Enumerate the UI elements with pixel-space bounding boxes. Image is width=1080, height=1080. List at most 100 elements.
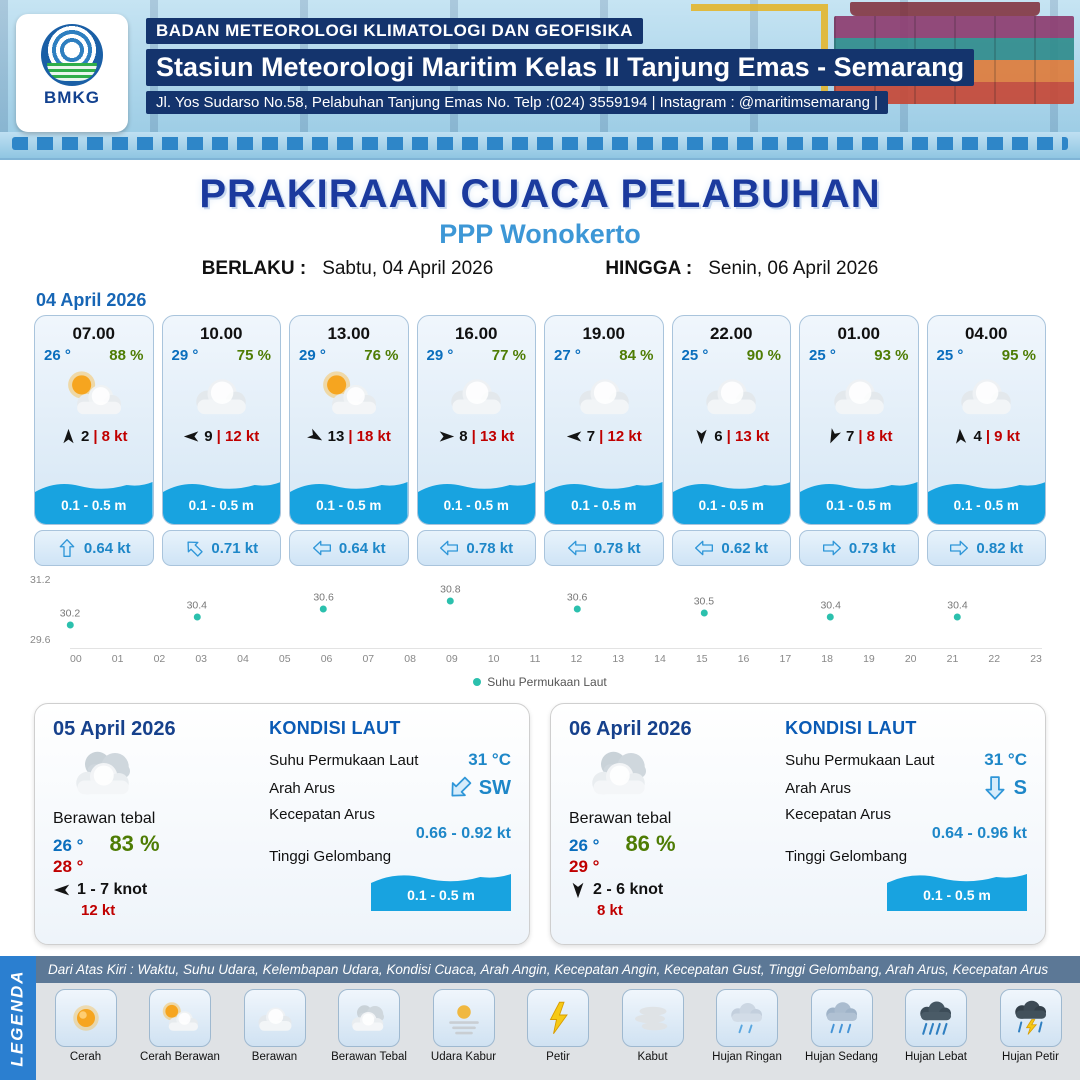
wind-speed: 4 [973,428,982,445]
hourly-forecast-card: 07.00 26 ° 88 % 2 | 8 kt 0.1 - 0.5 m 0.6… [34,315,154,566]
wave-height-value: 0.1 - 0.5 m [316,498,382,513]
x-axis-tick: 12 [570,653,583,665]
wave-shape [800,482,918,524]
valid-from-label: BERLAKU : [201,258,307,279]
x-axis-tick: 03 [195,653,208,665]
y-axis-min-label: 29.6 [30,634,51,646]
current-direction-icon [949,538,969,558]
x-axis: 00 01 02 03 04 05 06 07 08 09 10 11 12 1… [70,648,1042,665]
legend-item: Hujan Ringan [702,989,792,1063]
wave-height-band: 0.1 - 0.5 m [927,474,1045,524]
current-box: 0.71 kt [161,530,281,566]
legend-weather-icon [905,989,967,1047]
wind-speed: 9 [204,428,213,445]
chart-dot-icon [953,613,961,621]
wave-height-value: 0.1 - 0.5 m [407,887,475,903]
wind-direction-icon [60,428,77,445]
weather-icon [163,364,281,426]
daily-section: 05 April 2026 Berawan tebal 26 ° 83 % 28… [34,703,1046,945]
wind-direction-icon [183,428,200,445]
x-axis-tick: 06 [320,653,333,665]
current-speed-label: Kecepatan Arus [785,806,892,823]
humidity-value: 88 % [109,347,144,364]
wave-height-value: 0.1 - 0.5 m [571,498,637,513]
weather-icon [569,741,775,808]
legend-weather-icon [621,989,684,1047]
wave-height-value: 0.1 - 0.5 m [61,498,127,513]
air-temperature: 29 ° [171,347,199,364]
wind-speed: 2 [80,428,90,445]
sst-chart: 31.2 29.6 30.2 30.4 30.6 30.8 30.6 30.5 30.4 30… [30,574,1050,689]
gust-speed: | 18 kt [348,428,391,445]
gust-speed: | 13 kt [726,428,770,445]
gust-speed: | 12 kt [216,428,260,445]
legend-icon-list: Cerah Cerah Berawan Berawan Berawan Teba… [36,983,1080,1080]
air-temperature: 25 ° [936,347,964,364]
legend-item: Petir [513,989,603,1063]
legend-description: Dari Atas Kiri : Waktu, Suhu Udara, Kele… [36,956,1080,983]
x-axis-tick: 04 [237,653,249,665]
chart-data-point: 30.4 [187,600,207,621]
legend-item-label: Hujan Ringan [712,1051,782,1063]
legend-weather-icon [338,989,400,1047]
current-speed-value: 0.66 - 0.92 kt [415,825,511,842]
wind-direction-icon [53,881,71,899]
chart-point-label: 30.6 [566,591,588,604]
chart-dot-icon [193,613,201,621]
humidity-value: 86 % [625,831,676,856]
wind-direction-icon [438,428,455,445]
y-axis-max-label: 31.2 [30,574,51,586]
air-temperature: 29 ° [426,347,454,364]
legend-item: Hujan Sedang [797,989,887,1063]
wind-speed: 13 [327,428,345,445]
x-axis-tick: 10 [487,653,500,665]
hourly-forecast-card: 16.00 29 ° 77 % 8 | 13 kt 0.1 - 0.5 m 0.… [416,315,536,566]
chart-point-label: 30.6 [313,591,334,604]
weather-condition: Berawan tebal [569,810,672,827]
current-direction-icon [439,538,459,558]
wave-shape [162,482,280,524]
gust-speed: | 12 kt [599,428,642,445]
valid-from-value: Sabtu, 04 April 2026 [322,258,494,279]
wave-height-band: 0.1 - 0.5 m [35,474,153,524]
bmkg-logo-text: BMKG [44,88,100,107]
wind-speed: 6 [714,428,723,445]
x-axis-tick: 21 [946,653,959,665]
legend-item-label: Cerah Berawan [140,1051,220,1063]
x-axis-tick: 22 [988,653,1001,665]
daily-forecast-card: 05 April 2026 Berawan tebal 26 ° 83 % 28… [34,703,530,945]
legend-weather-icon [527,989,589,1047]
wave-height-value: 0.1 - 0.5 m [698,498,764,513]
current-direction-value: S [1013,776,1027,799]
x-axis-tick: 00 [70,653,82,665]
chart-data-point: 30.5 [694,596,714,617]
wind-speed: 7 [845,428,855,445]
hourly-forecast-card: 04.00 25 ° 95 % 4 | 9 kt 0.1 - 0.5 m 0.8… [926,315,1046,566]
current-box: 0.78 kt [416,530,536,566]
weather-icon [673,364,791,426]
current-direction-icon [567,538,587,558]
sea-conditions-title: KONDISI LAUT [269,718,401,738]
wave-height-box: 0.1 - 0.5 m [371,867,511,911]
current-direction-icon [694,538,714,558]
x-axis-tick: 13 [612,653,625,665]
station-name: Stasiun Meteorologi Maritim Kelas II Tan… [146,49,975,86]
weather-icon [545,364,663,426]
x-axis-tick: 16 [737,653,750,665]
gust-speed: | 8 kt [858,428,893,445]
x-axis-tick: 19 [863,653,875,665]
valid-to-value: Senin, 06 April 2026 [708,258,879,279]
current-speed: 0.73 kt [848,539,896,557]
wave-height-value: 0.1 - 0.5 m [443,498,509,513]
current-direction-icon [57,538,77,558]
air-temperature: 25 ° [809,347,836,364]
legend-item: Hujan Petir [986,989,1076,1063]
forecast-time: 22.00 [709,324,753,343]
forecast-date: 04 April 2026 [36,290,147,310]
chart-dot-icon [573,605,581,613]
legend-weather-icon [810,989,873,1047]
wave-height-band: 0.1 - 0.5 m [545,474,663,524]
x-axis-tick: 17 [779,653,792,665]
hourly-forecast-card: 10.00 29 ° 75 % 9 | 12 kt 0.1 - 0.5 m 0.… [161,315,281,566]
wave-height-label: Tinggi Gelombang [269,848,392,865]
